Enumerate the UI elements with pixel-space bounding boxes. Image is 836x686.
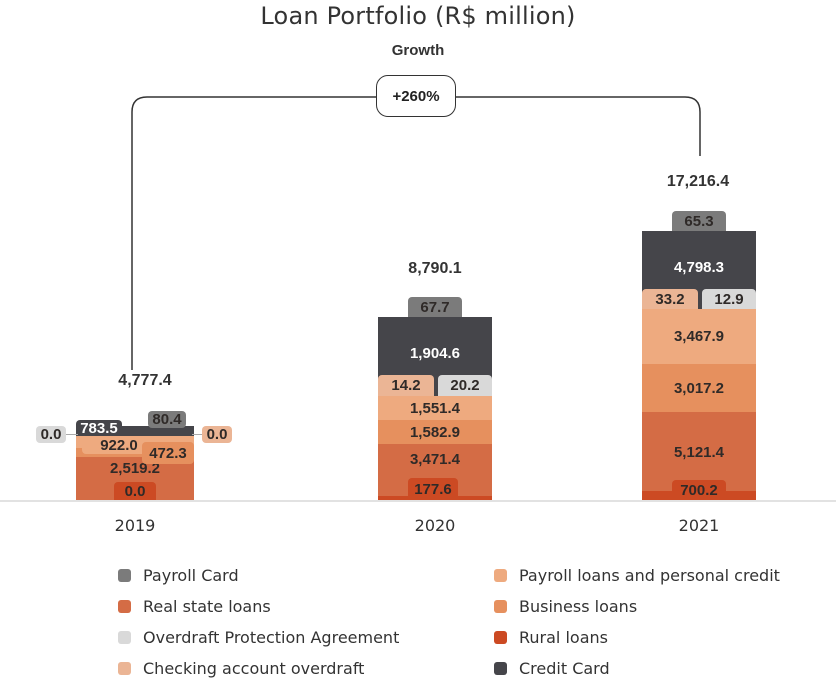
value-label: 2,519.2 xyxy=(109,460,161,477)
legend-item-real-state-loans: Real state loans xyxy=(118,597,271,616)
legend-label: Business loans xyxy=(519,597,638,616)
legend-item-rural-loans: Rural loans xyxy=(494,628,608,647)
legend-label: Overdraft Protection Agreement xyxy=(143,628,400,647)
legend-swatch-icon xyxy=(118,662,131,675)
legend-label: Rural loans xyxy=(519,628,608,647)
label-checking-overdraft-2019: 0.0 xyxy=(202,426,232,443)
value-label: 3,471.4 xyxy=(409,451,461,468)
legend-item-payroll-card: Payroll Card xyxy=(118,566,239,585)
legend-label: Credit Card xyxy=(519,659,610,678)
legend-label: Payroll loans and personal credit xyxy=(519,566,780,585)
leader-line xyxy=(66,434,78,435)
legend-swatch-icon xyxy=(118,600,131,613)
label-overdraft-protection-2019: 0.0 xyxy=(36,426,66,443)
total-2020: 8,790.1 xyxy=(408,260,462,277)
legend-item-payroll-loans: Payroll loans and personal credit xyxy=(494,566,780,585)
segment-checking-overdraft-2021: 33.2 xyxy=(642,289,698,309)
x-tick-2021: 2021 xyxy=(678,516,720,535)
segment-payroll-loans-2021: 3,467.9 xyxy=(642,309,756,364)
segment-business-2020: 1,582.9 xyxy=(378,420,492,444)
legend-swatch-icon xyxy=(494,569,507,582)
legend-swatch-icon xyxy=(494,600,507,613)
label-rural-2020: 177.6 xyxy=(408,478,458,500)
label-payroll-loans-2019: 922.0 xyxy=(82,436,156,454)
growth-label: Growth xyxy=(391,42,445,59)
legend-label: Payroll Card xyxy=(143,566,239,585)
legend-item-credit-card: Credit Card xyxy=(494,659,610,678)
label-credit-card-2019: 783.5 xyxy=(76,420,122,437)
segment-overdraft-protection-2020: 20.2 xyxy=(438,375,492,396)
chart-title: Loan Portfolio (R$ million) xyxy=(260,2,576,30)
leader-line xyxy=(192,434,204,435)
x-axis xyxy=(0,500,836,502)
segment-checking-overdraft-2020: 14.2 xyxy=(378,375,434,396)
segment-payroll-card-2021: 65.3 xyxy=(672,211,726,231)
legend-item-overdraft-protection: Overdraft Protection Agreement xyxy=(118,628,399,647)
legend-label: Checking account overdraft xyxy=(143,659,365,678)
x-tick-2019: 2019 xyxy=(114,516,156,535)
segment-credit-card-2019 xyxy=(76,426,194,436)
segment-business-2021: 3,017.2 xyxy=(642,364,756,412)
segment-rural-2019: 0.0 xyxy=(114,482,156,500)
legend-item-checking-overdraft: Checking account overdraft xyxy=(118,659,364,678)
total-2021: 17,216.4 xyxy=(666,173,730,190)
segment-payroll-card-2019: 80.4 xyxy=(148,411,186,428)
segment-payroll-card-2020: 67.7 xyxy=(408,297,462,317)
total-2019: 4,777.4 xyxy=(118,372,172,389)
label-rural-2021: 700.2 xyxy=(672,480,726,500)
legend-label: Real state loans xyxy=(143,597,271,616)
label-business-2019: 472.3 xyxy=(142,442,194,464)
legend-swatch-icon xyxy=(494,662,507,675)
legend-swatch-icon xyxy=(118,631,131,644)
growth-badge: +260% xyxy=(376,75,456,117)
legend-swatch-icon xyxy=(494,631,507,644)
legend-swatch-icon xyxy=(118,569,131,582)
x-tick-2020: 2020 xyxy=(414,516,456,535)
segment-overdraft-protection-2021: 12.9 xyxy=(702,289,756,309)
legend-item-business-loans: Business loans xyxy=(494,597,637,616)
segment-payroll-loans-2020: 1,551.4 xyxy=(378,396,492,420)
